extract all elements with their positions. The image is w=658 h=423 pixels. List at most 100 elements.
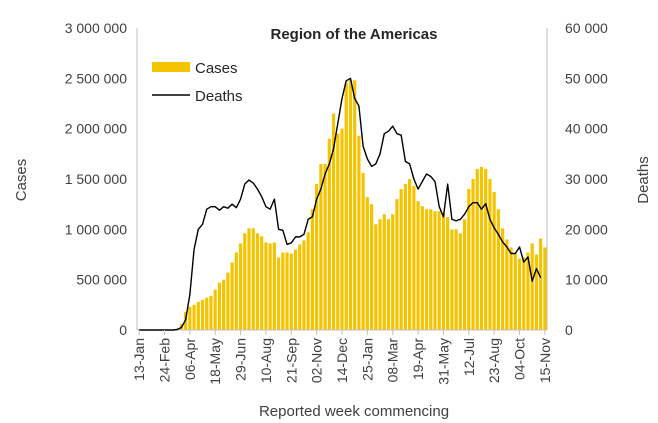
- y-left-tick-label: 2 000 000: [65, 121, 127, 137]
- legend-label-deaths: Deaths: [195, 88, 243, 105]
- cases-bar: [429, 209, 433, 330]
- cases-bar: [268, 243, 272, 330]
- cases-bar: [539, 238, 543, 330]
- cases-bar: [285, 252, 289, 330]
- x-tick-label: 18-May: [207, 338, 223, 385]
- cases-bar: [526, 252, 530, 330]
- x-axis-title: Reported week commencing: [259, 403, 449, 420]
- cases-bar: [306, 232, 310, 330]
- y-right-tick-label: 0: [565, 322, 573, 338]
- cases-bar: [226, 272, 230, 330]
- x-tick-label: 06-Apr: [182, 338, 198, 380]
- cases-bar: [340, 128, 344, 330]
- deaths-line-layer: [139, 77, 542, 331]
- cases-bar: [382, 214, 386, 330]
- cases-bar: [192, 304, 196, 330]
- cases-bar: [323, 163, 327, 330]
- cases-bar: [530, 243, 534, 330]
- cases-bar: [412, 186, 416, 330]
- cases-bar: [374, 224, 378, 330]
- cases-bar: [522, 257, 526, 330]
- cases-bar: [251, 228, 255, 330]
- x-tick-label: 10-Aug: [258, 338, 274, 383]
- cases-bar: [395, 199, 399, 330]
- y-right-tick-label: 50 000: [565, 70, 608, 86]
- y-left-tick-label: 1 500 000: [65, 171, 127, 187]
- cases-bar: [488, 179, 492, 330]
- cases-bar: [378, 219, 382, 330]
- x-tick-label: 23-Aug: [486, 338, 502, 383]
- cases-bar: [369, 204, 374, 330]
- cases-bar: [416, 201, 420, 330]
- x-tick-label: 15-Nov: [537, 338, 553, 383]
- cases-bar: [213, 289, 217, 330]
- cases-bar: [272, 242, 276, 330]
- cases-bar: [260, 236, 264, 330]
- cases-bar: [209, 295, 213, 330]
- cases-bar: [513, 253, 517, 330]
- cases-bar: [247, 228, 251, 330]
- x-tick-label: 31-May: [435, 338, 451, 385]
- cases-bar: [492, 192, 496, 330]
- cases-bar: [433, 211, 437, 330]
- cases-bar: [327, 138, 331, 330]
- x-tick-label: 24-Feb: [156, 338, 172, 383]
- cases-bar: [276, 257, 281, 330]
- x-tick-label: 08-Mar: [385, 338, 401, 383]
- x-tick-label: 19-Apr: [410, 338, 426, 380]
- cases-bar: [353, 80, 357, 330]
- cases-bar: [336, 133, 340, 330]
- legend: Cases Deaths: [152, 60, 243, 105]
- cases-bar: [234, 252, 238, 330]
- cases-bar: [230, 262, 234, 330]
- cases-bar: [200, 299, 205, 330]
- cases-bar: [517, 258, 522, 330]
- cases-bar: [255, 233, 260, 330]
- cases-bar: [420, 206, 424, 330]
- y-left-tick-label: 1 000 000: [65, 221, 127, 237]
- cases-bar: [424, 209, 429, 330]
- cases-bar: [479, 166, 484, 330]
- cases-bar: [205, 297, 209, 330]
- cases-bar: [484, 168, 488, 330]
- cases-bar: [454, 229, 458, 330]
- y-right-tick-label: 60 000: [565, 20, 608, 36]
- cases-bar: [437, 211, 441, 330]
- cases-bar: [386, 219, 391, 330]
- y-left-tick-label: 2 500 000: [65, 70, 127, 86]
- cases-bar: [264, 242, 268, 330]
- chart-title: Region of the Americas: [271, 26, 438, 43]
- x-tick-label: 04-Oct: [512, 338, 528, 380]
- y-right-tick-label: 20 000: [565, 221, 608, 237]
- legend-label-cases: Cases: [195, 60, 238, 77]
- cases-bar: [475, 168, 479, 330]
- y-left-tick-label: 3 000 000: [65, 20, 127, 36]
- cases-bar: [319, 163, 323, 330]
- cases-bar: [298, 244, 302, 330]
- cases-bar: [357, 135, 361, 330]
- cases-bar: [238, 243, 243, 330]
- cases-bar: [348, 80, 353, 330]
- cases-bar: [501, 228, 505, 330]
- x-tick-label: 21-Sep: [283, 338, 299, 383]
- x-tick-label: 14-Dec: [334, 338, 350, 383]
- cases-bar: [496, 209, 500, 330]
- legend-swatch-cases: [152, 62, 190, 72]
- cases-bar: [310, 209, 315, 330]
- cases-bar: [217, 282, 222, 330]
- cases-bar: [188, 306, 192, 330]
- cases-bar: [391, 214, 395, 330]
- cases-bar: [458, 233, 462, 330]
- cases-bars: [171, 80, 547, 331]
- cases-bar: [543, 247, 547, 330]
- cases-bar: [446, 217, 450, 330]
- y-axis-left-title: Cases: [13, 159, 30, 202]
- cases-bar: [471, 179, 475, 330]
- cases-bar: [408, 179, 412, 330]
- y-right-tick-label: 30 000: [565, 171, 608, 187]
- cases-bar: [462, 219, 467, 330]
- cases-bar: [222, 279, 226, 330]
- cases-bar: [505, 239, 509, 330]
